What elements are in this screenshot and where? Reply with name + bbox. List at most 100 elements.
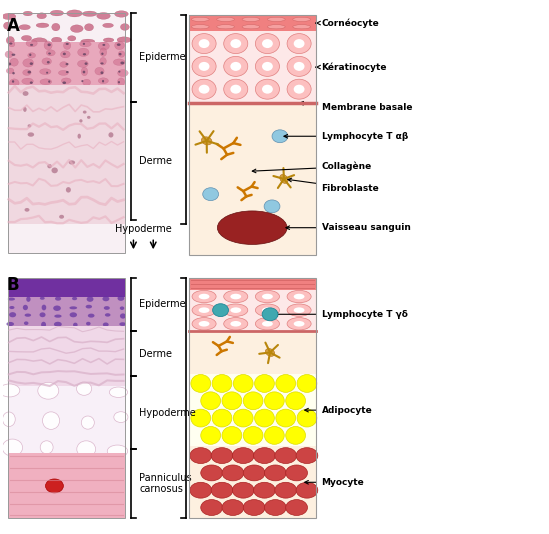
Ellipse shape [231, 62, 241, 71]
Ellipse shape [287, 318, 311, 330]
Ellipse shape [119, 322, 126, 326]
Ellipse shape [48, 80, 51, 83]
Ellipse shape [104, 306, 110, 310]
Ellipse shape [40, 79, 52, 85]
Ellipse shape [224, 79, 248, 99]
Ellipse shape [255, 290, 279, 303]
Ellipse shape [12, 80, 14, 83]
Ellipse shape [192, 304, 216, 316]
Ellipse shape [55, 296, 61, 301]
Ellipse shape [52, 168, 58, 173]
Ellipse shape [212, 409, 232, 427]
Ellipse shape [52, 23, 60, 31]
Ellipse shape [276, 374, 295, 392]
Ellipse shape [254, 447, 276, 464]
Ellipse shape [191, 374, 211, 392]
Ellipse shape [27, 124, 31, 128]
Ellipse shape [70, 312, 77, 317]
Ellipse shape [83, 53, 86, 56]
Ellipse shape [81, 67, 88, 76]
Ellipse shape [63, 52, 66, 55]
Ellipse shape [23, 91, 29, 96]
Ellipse shape [40, 297, 44, 300]
Ellipse shape [100, 72, 103, 74]
Ellipse shape [118, 81, 120, 83]
Ellipse shape [231, 39, 241, 48]
Ellipse shape [36, 23, 49, 28]
Ellipse shape [224, 57, 248, 76]
Ellipse shape [65, 43, 69, 45]
Ellipse shape [265, 349, 274, 356]
Ellipse shape [243, 465, 265, 481]
Ellipse shape [265, 392, 284, 410]
Ellipse shape [23, 69, 31, 75]
Ellipse shape [2, 13, 16, 20]
Text: Collagène: Collagène [253, 162, 372, 173]
Ellipse shape [201, 465, 222, 481]
Ellipse shape [100, 62, 104, 65]
Ellipse shape [211, 447, 233, 464]
Ellipse shape [54, 322, 62, 327]
Ellipse shape [285, 427, 305, 444]
Ellipse shape [280, 175, 288, 183]
Ellipse shape [255, 79, 279, 99]
Ellipse shape [26, 296, 31, 302]
Bar [189, 446, 316, 519]
Ellipse shape [23, 11, 32, 16]
Ellipse shape [267, 25, 285, 29]
Ellipse shape [28, 53, 36, 58]
Ellipse shape [103, 296, 109, 301]
Ellipse shape [192, 17, 209, 21]
Ellipse shape [95, 67, 104, 75]
Ellipse shape [85, 23, 93, 31]
Ellipse shape [76, 382, 92, 395]
Ellipse shape [37, 13, 47, 19]
Ellipse shape [231, 85, 241, 93]
Ellipse shape [46, 72, 48, 74]
Ellipse shape [64, 42, 71, 50]
Ellipse shape [23, 107, 27, 112]
Ellipse shape [69, 307, 77, 309]
Ellipse shape [222, 500, 244, 515]
Ellipse shape [85, 62, 88, 65]
Ellipse shape [243, 392, 263, 410]
Ellipse shape [6, 68, 14, 74]
Ellipse shape [65, 63, 69, 65]
Ellipse shape [203, 188, 219, 201]
Ellipse shape [77, 60, 88, 67]
Ellipse shape [9, 79, 19, 87]
Ellipse shape [243, 427, 263, 444]
Ellipse shape [103, 38, 114, 42]
Ellipse shape [86, 322, 91, 325]
Bar [189, 278, 316, 519]
Ellipse shape [42, 58, 52, 65]
Ellipse shape [77, 441, 96, 458]
Ellipse shape [242, 25, 260, 29]
Ellipse shape [232, 447, 254, 464]
Ellipse shape [224, 318, 248, 330]
Ellipse shape [66, 71, 69, 73]
Ellipse shape [294, 85, 305, 93]
Ellipse shape [40, 312, 46, 317]
Ellipse shape [120, 313, 126, 319]
Ellipse shape [87, 296, 93, 302]
Ellipse shape [285, 392, 305, 410]
Ellipse shape [42, 412, 60, 429]
Ellipse shape [8, 297, 15, 301]
Ellipse shape [61, 78, 71, 84]
Bar [8, 13, 125, 253]
Ellipse shape [100, 58, 107, 65]
Ellipse shape [255, 304, 279, 316]
Ellipse shape [192, 57, 216, 76]
Ellipse shape [58, 70, 69, 75]
Ellipse shape [40, 441, 53, 454]
Text: Adipocyte: Adipocyte [305, 406, 372, 414]
Ellipse shape [6, 36, 14, 44]
Ellipse shape [2, 439, 23, 456]
Ellipse shape [88, 313, 94, 318]
Ellipse shape [275, 447, 296, 464]
Ellipse shape [100, 48, 107, 57]
Ellipse shape [60, 51, 70, 58]
Bar [189, 14, 316, 32]
Bar [189, 289, 316, 331]
